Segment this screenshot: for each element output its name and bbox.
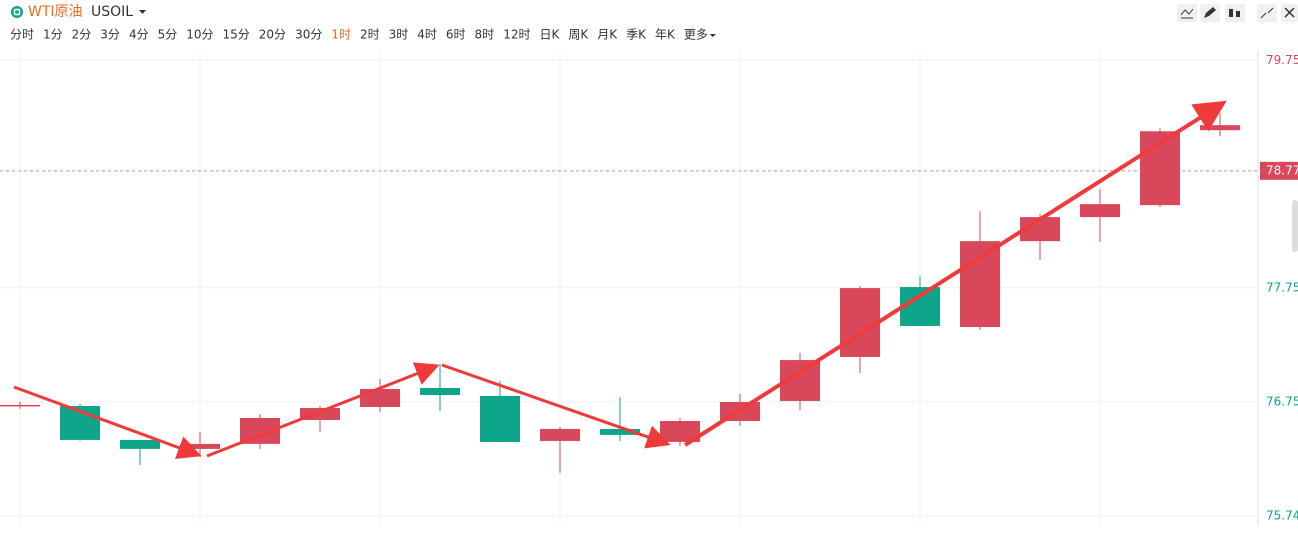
- interval-option[interactable]: 3时: [389, 28, 409, 42]
- interval-option[interactable]: 分时: [10, 28, 34, 42]
- candle-body: [420, 387, 460, 396]
- interval-option[interactable]: 2分: [72, 28, 92, 42]
- candle-body: [120, 439, 160, 449]
- interval-option[interactable]: 2时: [360, 28, 380, 42]
- arrow: [206, 362, 440, 458]
- icon: [1260, 7, 1274, 19]
- arrow: [683, 100, 1227, 447]
- candle-body: [1080, 204, 1120, 218]
- icon: [1284, 7, 1295, 18]
- y-tick-label: 79.750: [1266, 53, 1298, 67]
- candle-body: [600, 428, 640, 435]
- candle-body: [1200, 125, 1240, 131]
- candle-body: [540, 428, 580, 441]
- current-price-label: 78.779: [1266, 163, 1298, 177]
- dropdown-caret[interactable]: [709, 34, 716, 37]
- interval-option[interactable]: 5分: [158, 28, 178, 42]
- candle-body: [960, 241, 1000, 328]
- interval-option[interactable]: 6时: [446, 28, 466, 42]
- interval-option[interactable]: 季K: [626, 28, 647, 42]
- y-tick-label: 77.752: [1266, 280, 1298, 294]
- current-price-tag: [1260, 161, 1298, 180]
- instrument-symbol[interactable]: USOIL: [91, 4, 133, 20]
- icon: [1180, 8, 1194, 16]
- more-option[interactable]: 更多: [684, 28, 708, 42]
- interval-option[interactable]: 10分: [186, 28, 213, 42]
- interval-option[interactable]: 年K: [655, 28, 676, 42]
- interval-option[interactable]: 15分: [223, 28, 250, 42]
- interval-option[interactable]: 20分: [259, 28, 286, 42]
- scrollbar: [1292, 200, 1298, 252]
- logo-mark: [13, 8, 21, 16]
- trend-arrows: [13, 100, 1227, 460]
- interval-option[interactable]: 1时: [331, 28, 351, 42]
- interval-option[interactable]: 月K: [597, 28, 618, 42]
- icon: [1204, 7, 1216, 18]
- y-tick-label: 75.749: [1266, 509, 1298, 523]
- interval-option[interactable]: 12时: [503, 28, 530, 42]
- icon: [1236, 11, 1240, 17]
- icon: [1229, 9, 1233, 17]
- interval-option[interactable]: 3分: [100, 28, 120, 42]
- plot: [0, 59, 1258, 517]
- interval-bar: 分时 1分 2分 3分 4分 5分 10分 15分 20分 30分 1时 2时 3时 4时 6时 8时 12时日…: [10, 28, 716, 42]
- candle-body: [480, 395, 520, 442]
- tool-icons: [1177, 4, 1298, 22]
- candle-body: [840, 288, 880, 357]
- instrument-name: WTI原油: [28, 4, 83, 20]
- arrow: [441, 363, 671, 449]
- logo: [11, 6, 23, 18]
- y-tick-label: 76.751: [1266, 394, 1298, 408]
- tool-button[interactable]: [1225, 4, 1245, 22]
- candle-body: [360, 388, 400, 407]
- candle-body: [0, 404, 40, 407]
- interval-option[interactable]: 30分: [295, 28, 322, 42]
- interval-option[interactable]: 4分: [129, 28, 149, 42]
- interval-option[interactable]: 8时: [475, 28, 495, 42]
- candle-body: [300, 408, 340, 420]
- arrow: [13, 385, 202, 460]
- interval-option[interactable]: 周K: [568, 28, 589, 42]
- interval-option[interactable]: 1分: [43, 28, 63, 42]
- interval-option[interactable]: 4时: [417, 28, 437, 42]
- dropdown-caret[interactable]: [139, 10, 146, 14]
- candle-body: [180, 443, 220, 449]
- interval-option[interactable]: 日K: [539, 28, 560, 42]
- tool-button[interactable]: [1177, 4, 1197, 22]
- tool-button[interactable]: [1257, 4, 1277, 22]
